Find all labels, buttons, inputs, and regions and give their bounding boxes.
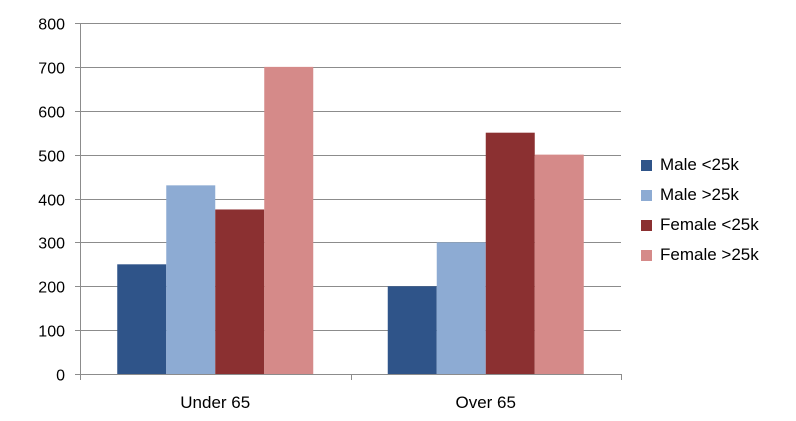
x-category-label: Over 65 [456, 393, 516, 412]
legend-swatch [641, 189, 652, 201]
axes [80, 23, 622, 380]
y-tick-label: 800 [38, 17, 65, 34]
bar [387, 286, 437, 374]
x-category-label: Under 65 [180, 393, 250, 412]
legend-label: Female <25k [660, 215, 759, 234]
y-tick-label: 100 [38, 324, 65, 341]
legend-item-female-over-25k: Female >25k [641, 240, 759, 270]
y-tick-label: 400 [38, 193, 65, 210]
y-tick-label: 0 [56, 368, 65, 385]
legend-swatch [641, 159, 652, 171]
bar [485, 132, 535, 374]
bars [117, 66, 584, 374]
legend: Male <25k Male >25k Female <25k Female >… [641, 150, 759, 270]
legend-label: Female >25k [660, 245, 759, 264]
category-labels: Under 65 Over 65 [180, 393, 516, 412]
y-tick-label: 300 [38, 236, 65, 253]
bar [534, 154, 584, 374]
y-tick-label: 200 [38, 280, 65, 297]
bar [215, 209, 265, 374]
legend-item-female-under-25k: Female <25k [641, 210, 759, 240]
bar [436, 242, 486, 374]
legend-item-male-over-25k: Male >25k [641, 180, 759, 210]
legend-label: Male >25k [660, 185, 739, 204]
y-axis-ticks: 0 100 200 300 400 500 600 700 800 [38, 17, 80, 385]
legend-item-male-under-25k: Male <25k [641, 150, 759, 180]
y-tick-label: 600 [38, 105, 65, 122]
legend-label: Male <25k [660, 155, 739, 174]
bar [117, 264, 167, 374]
bar [166, 185, 216, 374]
y-tick-label: 500 [38, 149, 65, 166]
legend-swatch [641, 219, 652, 231]
bar [264, 66, 314, 374]
y-tick-label: 700 [38, 61, 65, 78]
legend-swatch [641, 249, 652, 261]
